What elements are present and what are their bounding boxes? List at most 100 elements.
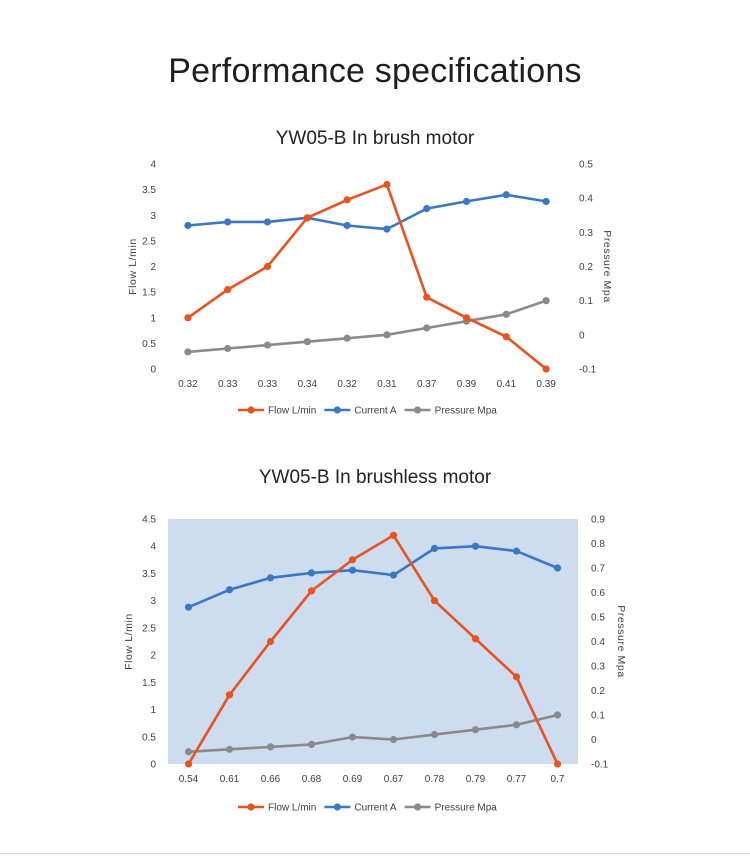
data-point	[512, 721, 521, 729]
data-point	[502, 191, 510, 199]
legend-label: Current A	[354, 803, 397, 814]
data-point	[553, 564, 562, 572]
data-point	[266, 574, 275, 582]
x-tick-label: 0.39	[457, 379, 477, 390]
data-point	[184, 348, 192, 356]
data-point	[502, 333, 510, 341]
data-point	[343, 196, 351, 204]
legend-marker	[333, 406, 341, 414]
plot-area-background	[168, 519, 578, 764]
data-point	[430, 544, 439, 552]
y2-tick-label: -0.1	[579, 365, 597, 376]
x-tick-label: 0.39	[536, 379, 556, 390]
chart-title: YW05-B In brushless motor	[258, 467, 492, 488]
data-point	[307, 587, 316, 595]
data-point	[184, 221, 192, 230]
data-point	[343, 334, 351, 342]
data-point	[224, 218, 232, 226]
y-tick-label: 0	[150, 760, 156, 771]
y-tick-label: 3.5	[142, 569, 156, 580]
data-point	[225, 691, 234, 699]
y-tick-label: 2.5	[142, 623, 156, 634]
series-line	[187, 299, 547, 354]
data-point	[303, 338, 311, 346]
legend-marker	[414, 406, 422, 414]
legend-label: Flow L/min	[268, 803, 316, 814]
data-point	[307, 740, 316, 748]
x-tick-label: 0.69	[343, 774, 363, 785]
data-point	[542, 365, 550, 373]
legend-label: Flow L/min	[268, 406, 316, 417]
x-tick-label: 0.34	[298, 379, 318, 390]
y2-tick-label: 0.5	[579, 160, 593, 171]
series-line	[187, 183, 547, 371]
y2-tick-label: 0.4	[579, 194, 593, 205]
data-point	[471, 542, 480, 550]
data-point	[512, 673, 521, 681]
x-tick-label: 0.68	[302, 774, 322, 785]
x-tick-label: 0.32	[337, 379, 357, 390]
legend-marker	[414, 803, 422, 811]
y-tick-label: 4	[150, 542, 156, 553]
legend-label: Pressure Mpa	[435, 406, 498, 417]
x-tick-label: 0.61	[220, 774, 240, 785]
x-tick-label: 0.54	[179, 774, 199, 785]
y2-tick-label: 0	[591, 735, 597, 746]
data-point	[462, 314, 471, 322]
data-point	[423, 324, 431, 332]
data-point	[471, 635, 480, 643]
data-point	[184, 314, 192, 322]
y-tick-label: 0.5	[142, 339, 156, 350]
data-point	[263, 341, 272, 349]
series-line	[187, 193, 547, 231]
data-point	[471, 726, 480, 734]
x-tick-label: 0.32	[178, 379, 198, 390]
x-tick-label: 0.79	[466, 774, 486, 785]
x-tick-label: 0.37	[417, 379, 437, 390]
y2-tick-label: 0.6	[591, 588, 605, 599]
y-tick-label: 1	[150, 313, 156, 324]
y2-axis-title: Pressure Mpa	[601, 230, 613, 303]
data-point	[423, 293, 431, 301]
data-point	[184, 760, 193, 768]
y2-tick-label: 0.7	[591, 564, 605, 575]
data-point	[553, 760, 562, 768]
series-line	[187, 544, 558, 609]
y-tick-label: 0	[150, 365, 156, 376]
data-point	[225, 745, 234, 753]
y2-tick-label: 0.3	[591, 662, 605, 673]
y2-tick-label: -0.1	[591, 760, 609, 771]
data-point	[184, 603, 193, 611]
y-tick-label: 2	[150, 262, 156, 273]
data-point	[542, 297, 550, 305]
series-line	[188, 713, 558, 754]
data-point	[348, 556, 357, 564]
series-line	[187, 534, 559, 765]
y2-tick-label: 0.3	[579, 228, 593, 239]
page-divider	[0, 853, 750, 854]
data-point	[348, 733, 357, 741]
y2-tick-label: 0.4	[591, 637, 605, 648]
y-tick-label: 1	[150, 705, 156, 716]
x-tick-label: 0.7	[551, 774, 565, 785]
data-point	[462, 197, 471, 206]
data-point	[502, 310, 510, 318]
y-tick-label: 0.5	[142, 732, 156, 743]
y2-tick-label: 0.8	[591, 539, 605, 550]
data-point	[224, 344, 232, 353]
y2-tick-label: 0.2	[579, 262, 593, 273]
data-point	[224, 285, 232, 294]
y2-tick-label: 0	[579, 330, 585, 341]
y2-tick-label: 0.1	[579, 296, 593, 307]
data-point	[266, 743, 275, 751]
data-point	[430, 731, 439, 739]
y-axis-title: Flow L/min	[127, 238, 139, 295]
y-tick-label: 1.5	[142, 678, 156, 689]
y-tick-label: 2.5	[142, 236, 156, 247]
x-tick-label: 0.33	[258, 379, 278, 390]
y-tick-label: 1.5	[142, 288, 156, 299]
chart-brushless-motor-plot: 0 0.5 1 1.5 2 2.5 3 3.5 4 4.5 -0.1 0 0.1 0.2 0.3 0.4 0.5…	[123, 515, 627, 814]
y-tick-label: 3	[150, 211, 156, 222]
chart-brush-motor: YW05-B In brush motor 0 0.5 1 1.5 2 2.5 3 3.5 4 -…	[0, 118, 750, 428]
x-tick-label: 0.77	[507, 774, 527, 785]
